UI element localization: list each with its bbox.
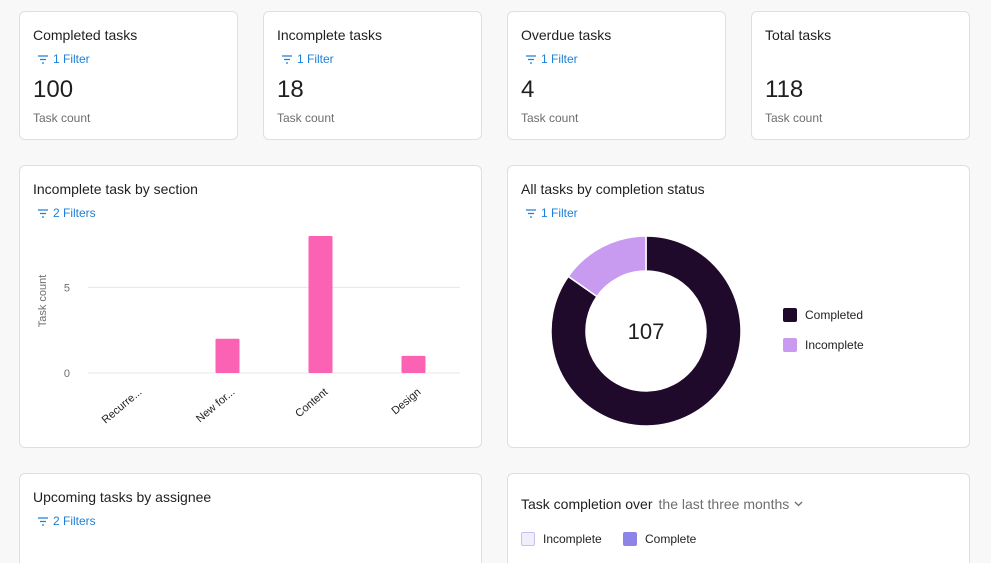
- stat-value: 118: [765, 76, 804, 103]
- filter-label: 2 Filters: [53, 514, 96, 528]
- chevron-down-icon: [794, 501, 803, 507]
- x-tick-label: New for...: [194, 386, 237, 425]
- chart-title: All tasks by completion status: [521, 181, 705, 197]
- donut-slice-completed: [550, 235, 742, 427]
- filter-button[interactable]: 1 Filter: [282, 52, 334, 66]
- chart-title: Task completion over: [521, 496, 653, 512]
- stat-card-overdue[interactable]: Overdue tasks 1 Filter 4 Task count: [507, 11, 726, 140]
- stat-card-incomplete[interactable]: Incomplete tasks 1 Filter 18 Task count: [263, 11, 482, 140]
- legend-item-completed[interactable]: Completed: [783, 308, 863, 322]
- stat-sublabel: Task count: [765, 111, 823, 125]
- x-tick-label: Recurre...: [100, 386, 145, 426]
- legend-item-incomplete[interactable]: Incomplete: [521, 532, 602, 546]
- legend-swatch: [623, 532, 637, 546]
- filter-icon: [526, 54, 536, 64]
- stat-sublabel: Task count: [277, 111, 335, 125]
- stat-value: 100: [33, 76, 74, 103]
- stat-value: 4: [521, 76, 535, 103]
- filter-button[interactable]: 2 Filters: [38, 514, 96, 528]
- donut-center-value: 107: [628, 319, 665, 344]
- legend-item-complete[interactable]: Complete: [623, 532, 696, 546]
- legend-label: Incomplete: [543, 532, 602, 546]
- donut-slice-incomplete: [567, 235, 647, 298]
- filter-label: 1 Filter: [53, 52, 90, 66]
- assignee-chart-card[interactable]: Upcoming tasks by assignee 2 Filters: [19, 473, 482, 563]
- stat-card-total[interactable]: Total tasks 118 Task count: [751, 11, 970, 140]
- range-dropdown[interactable]: the last three months: [659, 496, 804, 512]
- y-tick-label: 0: [64, 368, 70, 380]
- filter-button[interactable]: 1 Filter: [526, 206, 578, 220]
- filter-button[interactable]: 1 Filter: [38, 52, 90, 66]
- stat-value: 18: [277, 76, 304, 103]
- legend-label: Complete: [645, 532, 697, 546]
- bar: [215, 338, 240, 373]
- x-tick-label: Content: [293, 386, 330, 420]
- stat-sublabel: Task count: [33, 111, 91, 125]
- completion-chart-card[interactable]: Task completion over the last three mont…: [507, 473, 970, 563]
- stat-title: Completed tasks: [33, 27, 138, 43]
- stat-title: Incomplete tasks: [277, 27, 383, 43]
- bar-chart[interactable]: 0 5 Task count Recurre... New for... Content D…: [20, 226, 481, 446]
- stat-title: Total tasks: [765, 27, 832, 43]
- donut-chart[interactable]: 107: [508, 226, 969, 446]
- legend-swatch: [783, 308, 797, 322]
- stat-card-completed[interactable]: Completed tasks 1 Filter 100 Task count: [19, 11, 238, 140]
- filter-label: 1 Filter: [541, 206, 578, 220]
- filter-label: 1 Filter: [541, 52, 578, 66]
- chart-title: Incomplete task by section: [33, 181, 198, 197]
- legend-label: Incomplete: [805, 338, 864, 352]
- y-axis-label: Task count: [37, 275, 49, 328]
- completion-title-row: Task completion over the last three mont…: [521, 496, 803, 512]
- range-label: the last three months: [658, 496, 790, 512]
- filter-button[interactable]: 2 Filters: [38, 206, 96, 220]
- filter-icon: [38, 54, 48, 64]
- filter-icon: [38, 208, 48, 218]
- filter-button[interactable]: 1 Filter: [526, 52, 578, 66]
- y-tick-label: 5: [64, 282, 70, 294]
- filter-label: 2 Filters: [53, 206, 96, 220]
- bar: [308, 236, 333, 373]
- bar-chart-card[interactable]: Incomplete task by section 2 Filters 0 5 T…: [19, 165, 482, 448]
- legend-label: Completed: [805, 308, 864, 322]
- donut-chart-card[interactable]: All tasks by completion status 1 Filter …: [507, 165, 970, 448]
- legend-item-incomplete[interactable]: Incomplete: [783, 338, 864, 352]
- filter-icon: [526, 208, 536, 218]
- filter-icon: [38, 516, 48, 526]
- bar: [401, 355, 426, 373]
- filter-icon: [282, 54, 292, 64]
- chart-title: Upcoming tasks by assignee: [33, 489, 212, 505]
- stat-sublabel: Task count: [521, 111, 579, 125]
- legend-swatch: [521, 532, 535, 546]
- stat-title: Overdue tasks: [521, 27, 612, 43]
- filter-label: 1 Filter: [297, 52, 334, 66]
- legend-swatch: [783, 338, 797, 352]
- x-tick-label: Design: [389, 386, 423, 417]
